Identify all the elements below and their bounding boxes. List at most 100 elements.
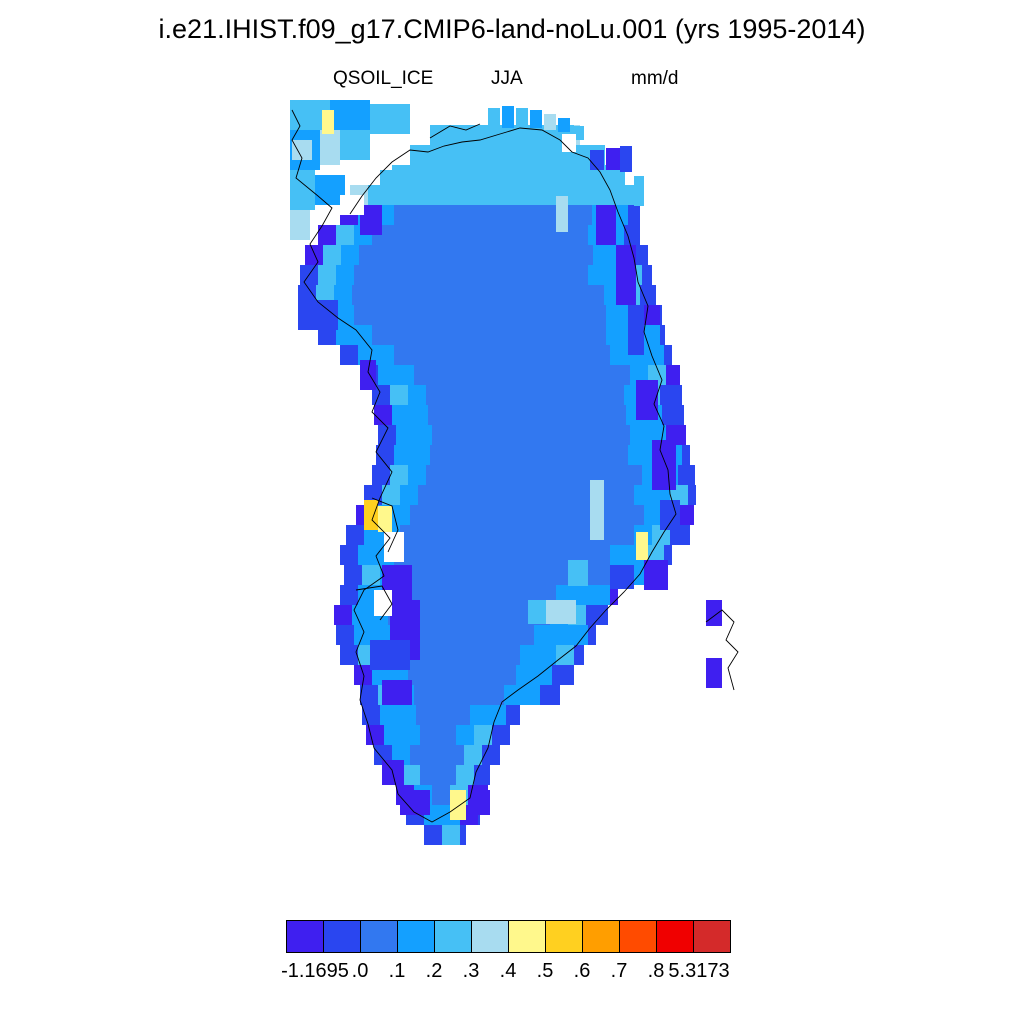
grid-cell bbox=[466, 445, 484, 465]
grid-cell bbox=[682, 445, 690, 465]
grid-cell bbox=[498, 225, 516, 245]
grid-cell bbox=[396, 425, 414, 445]
grid-cell bbox=[408, 385, 426, 405]
grid-cell bbox=[520, 345, 538, 365]
grid-cell bbox=[538, 205, 556, 225]
colorbar-box bbox=[656, 920, 694, 953]
grid-cell bbox=[660, 325, 665, 345]
grid-cell bbox=[444, 665, 462, 685]
grid-cell bbox=[540, 425, 558, 445]
grid-cell bbox=[628, 305, 644, 355]
grid-cell bbox=[436, 485, 454, 505]
grid-cell bbox=[452, 565, 470, 585]
grid-cell bbox=[610, 345, 628, 365]
grid-cell bbox=[384, 725, 402, 745]
grid-cell bbox=[552, 665, 570, 685]
grid-cell bbox=[552, 465, 570, 485]
grid-cell bbox=[398, 705, 416, 725]
grid-cell bbox=[466, 645, 484, 665]
grid-cell bbox=[570, 225, 588, 245]
grid-cell bbox=[644, 560, 668, 590]
grid-cell bbox=[448, 205, 466, 225]
grid-cell bbox=[610, 545, 628, 565]
coastline-fjord-west bbox=[371, 497, 399, 553]
grid-cells bbox=[290, 100, 722, 845]
grid-cell bbox=[426, 625, 444, 645]
grid-cell bbox=[594, 365, 612, 385]
colorbar-box bbox=[286, 920, 324, 953]
grid-cell bbox=[530, 185, 548, 205]
grid-cell bbox=[378, 506, 392, 532]
grid-cell bbox=[628, 445, 646, 465]
grid-cell bbox=[452, 705, 470, 725]
grid-cell bbox=[516, 625, 534, 645]
grid-cell bbox=[426, 225, 444, 245]
grid-cell bbox=[380, 705, 398, 725]
grid-cell bbox=[412, 345, 430, 365]
grid-cell bbox=[484, 585, 502, 605]
grid-cell bbox=[590, 405, 608, 425]
grid-cell bbox=[430, 205, 448, 225]
grid-cell bbox=[502, 645, 520, 665]
grid-cell bbox=[502, 106, 514, 128]
variable-label: QSOIL_ICE bbox=[333, 68, 434, 89]
grid-cell bbox=[340, 585, 358, 605]
grid-cell bbox=[482, 505, 500, 525]
grid-cell bbox=[520, 445, 538, 465]
grid-cell bbox=[484, 445, 502, 465]
grid-cell bbox=[414, 685, 432, 705]
grid-cell bbox=[556, 196, 568, 232]
grid-cell bbox=[454, 525, 472, 545]
grid-cell bbox=[628, 205, 640, 225]
grid-cell bbox=[408, 465, 426, 485]
grid-cell bbox=[604, 605, 608, 625]
grid-cell bbox=[576, 365, 594, 385]
grid-cell bbox=[460, 605, 478, 625]
coastline-main bbox=[291, 109, 677, 823]
grid-cell bbox=[476, 185, 494, 205]
grid-cell bbox=[432, 365, 450, 385]
grid-cell bbox=[552, 325, 570, 345]
grid-cell bbox=[596, 205, 616, 245]
grid-cell bbox=[410, 405, 428, 425]
grid-cell bbox=[390, 305, 408, 325]
grid-cell bbox=[330, 100, 370, 130]
grid-cell bbox=[575, 245, 593, 265]
grid-cell bbox=[424, 825, 442, 845]
grid-cell bbox=[647, 245, 648, 265]
grid-cell bbox=[484, 345, 502, 365]
colorbar-label: .4 bbox=[499, 960, 517, 982]
grid-cell bbox=[514, 605, 532, 625]
grid-cell bbox=[520, 545, 538, 565]
grid-cell bbox=[570, 625, 588, 645]
grid-cell bbox=[467, 245, 485, 265]
grid-cell bbox=[520, 645, 538, 665]
grid-cell bbox=[530, 110, 542, 128]
grid-cell bbox=[372, 325, 390, 345]
grid-cell bbox=[434, 565, 452, 585]
grid-cell bbox=[434, 705, 452, 725]
grid-cell bbox=[359, 245, 377, 265]
grid-cell bbox=[502, 345, 520, 365]
grid-cell bbox=[508, 485, 526, 505]
grid-cell bbox=[608, 505, 626, 525]
grid-cell bbox=[516, 385, 534, 405]
colorbar-box bbox=[323, 920, 361, 953]
grid-cell bbox=[506, 565, 524, 585]
colorbar-label: .7 bbox=[610, 960, 628, 982]
grid-cell bbox=[516, 108, 528, 128]
grid-cell bbox=[430, 125, 448, 145]
grid-cell bbox=[516, 665, 534, 685]
grid-cell bbox=[484, 205, 502, 225]
grid-cell bbox=[536, 505, 554, 525]
grid-cell bbox=[414, 425, 432, 445]
grid-cell bbox=[408, 665, 426, 685]
grid-cell bbox=[444, 225, 462, 245]
grid-cell bbox=[612, 365, 630, 385]
grid-cell bbox=[678, 385, 682, 405]
grid-cell bbox=[572, 405, 590, 425]
grid-cell bbox=[660, 305, 662, 325]
grid-cell bbox=[602, 185, 620, 205]
grid-cell bbox=[614, 165, 625, 185]
